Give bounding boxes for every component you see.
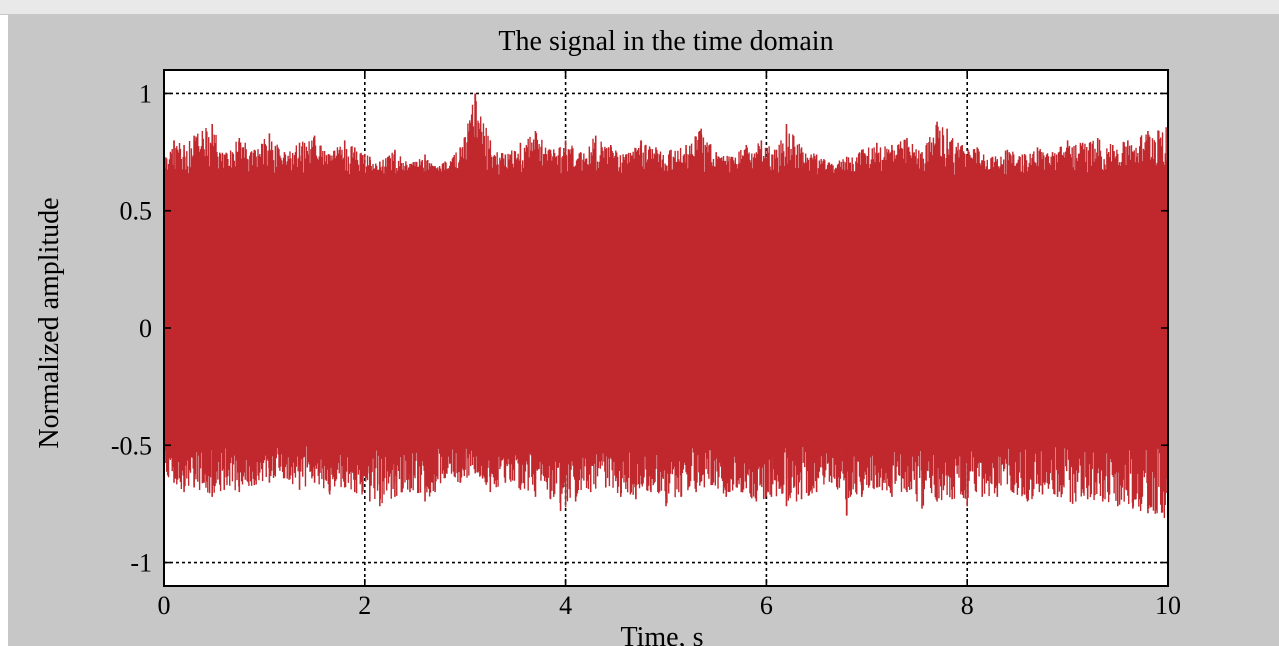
x-tick-label-5: 10 [1155, 591, 1181, 620]
y-axis-label: Normalized amplitude [34, 197, 65, 448]
figure-toolbar [0, 0, 1279, 15]
y-tick-label-4: 1 [139, 79, 152, 108]
y-axis-ticks: -1 -0.5 0 0.5 1 [111, 79, 1168, 578]
x-tick-label-0: 0 [158, 591, 171, 620]
x-tick-label-3: 6 [760, 591, 773, 620]
x-axis-ticks: 0 2 4 6 8 10 [158, 70, 1181, 620]
plot-axes: -1 -0.5 0 0.5 1 0 2 4 6 8 10 [111, 69, 1181, 620]
x-tick-label-1: 2 [358, 591, 371, 620]
y-tick-label-3: 0.5 [120, 197, 153, 226]
x-tick-label-2: 4 [559, 591, 572, 620]
x-tick-label-4: 8 [961, 591, 974, 620]
signal-series [163, 93, 1169, 521]
y-tick-label-1: -0.5 [111, 431, 152, 460]
y-tick-label-0: -1 [130, 549, 152, 578]
y-tick-label-2: 0 [139, 314, 152, 343]
x-axis-label: Time, s [620, 622, 703, 646]
chart-title: The signal in the time domain [498, 26, 833, 57]
plot-frame [163, 69, 1169, 587]
